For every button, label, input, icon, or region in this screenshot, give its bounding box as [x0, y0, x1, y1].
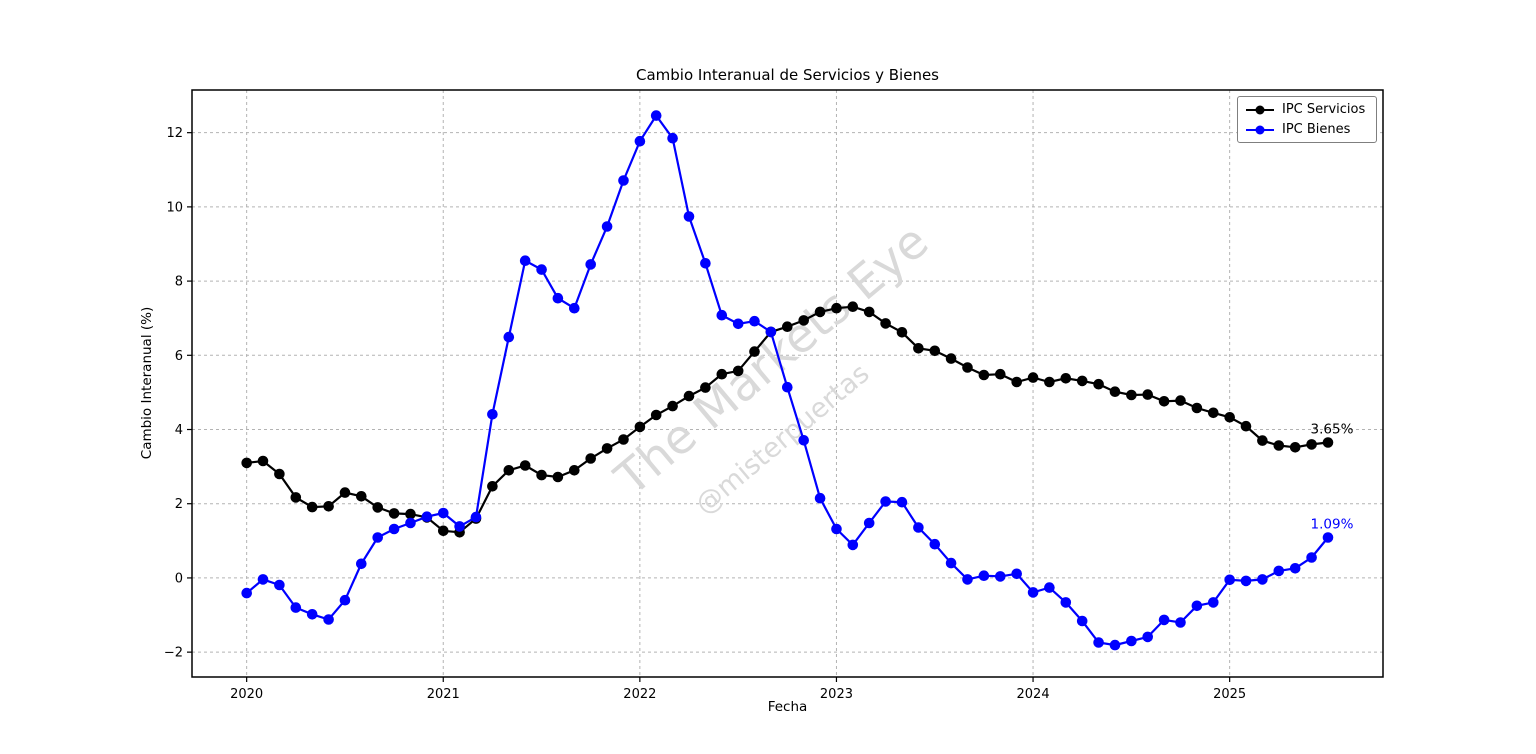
- y-axis-label: Cambio Interanual (%): [139, 306, 155, 460]
- svg-text:−2: −2: [164, 646, 183, 661]
- legend-item-bienes: IPC Bienes: [1245, 122, 1368, 137]
- svg-text:0: 0: [175, 571, 183, 586]
- grid-lines: [192, 90, 1383, 677]
- watermark: The Markets Eye@misterpuertas: [604, 214, 939, 521]
- svg-text:2021: 2021: [427, 687, 460, 702]
- svg-text:2023: 2023: [820, 687, 853, 702]
- x-axis-label: Fecha: [767, 699, 808, 715]
- bienes-line-marker-icon: [1246, 125, 1274, 134]
- legend-label-bienes: IPC Bienes: [1282, 122, 1351, 137]
- svg-text:2: 2: [175, 497, 183, 512]
- end-value-label: 3.65%: [1311, 422, 1354, 438]
- svg-text:6: 6: [175, 349, 183, 364]
- svg-text:2024: 2024: [1017, 687, 1050, 702]
- plot-border: [191, 89, 1384, 678]
- svg-text:2020: 2020: [230, 687, 263, 702]
- chart-title: Cambio Interanual de Servicios y Bienes: [636, 66, 939, 84]
- legend: IPC Servicios IPC Bienes: [1237, 96, 1377, 143]
- svg-text:8: 8: [175, 275, 183, 290]
- axis-ticks: −2 0 2 4 6 8 10 12 2020 2021 2022 2023 2024 2025: [164, 126, 1246, 702]
- svg-text:2022: 2022: [623, 687, 656, 702]
- legend-item-servicios: IPC Servicios: [1245, 102, 1368, 117]
- svg-text:10: 10: [166, 200, 183, 215]
- svg-text:12: 12: [166, 126, 183, 141]
- servicios-line-marker-icon: [1246, 105, 1274, 114]
- svg-text:4: 4: [175, 423, 183, 438]
- series-ipc-bienes: 1.09%: [241, 110, 1354, 651]
- svg-text:2025: 2025: [1213, 687, 1246, 702]
- legend-label-servicios: IPC Servicios: [1282, 102, 1366, 117]
- end-value-label: 1.09%: [1311, 517, 1354, 533]
